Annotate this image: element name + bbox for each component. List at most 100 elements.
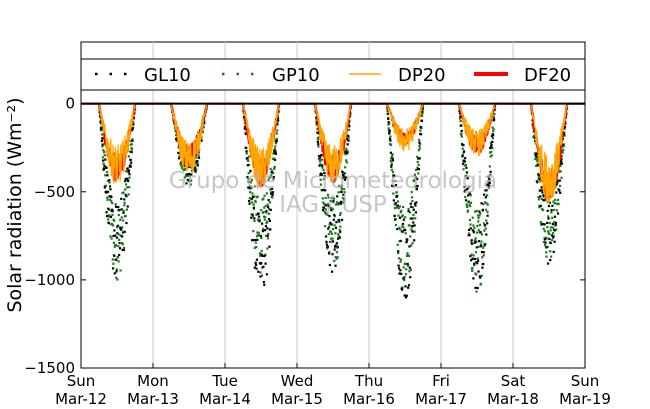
gp10-point xyxy=(464,195,467,199)
gp10-point xyxy=(556,198,560,202)
gp10-point xyxy=(396,200,399,203)
gp10-point xyxy=(250,178,253,182)
gl10-point xyxy=(331,253,334,256)
gl10-point xyxy=(257,212,260,215)
gl10-point xyxy=(188,172,191,176)
gl10-point xyxy=(485,233,488,236)
gl10-point xyxy=(406,238,409,241)
gl10-point xyxy=(392,199,395,202)
gl10-point xyxy=(337,218,341,222)
gl10-point xyxy=(410,217,413,220)
gp10-point xyxy=(113,219,116,222)
gp10-point xyxy=(338,220,341,224)
gp10-point xyxy=(260,249,263,253)
gl10-point xyxy=(336,195,339,198)
gl10-point xyxy=(328,214,331,218)
gp10-point xyxy=(121,243,124,246)
gl10-point xyxy=(341,170,344,174)
gp10-point xyxy=(263,206,266,209)
gp10-point xyxy=(182,161,186,164)
gp10-point xyxy=(185,174,189,178)
gl10-point xyxy=(475,261,478,264)
gl10-point xyxy=(263,254,266,257)
gp10-point xyxy=(394,180,397,183)
gp10-point xyxy=(259,254,262,257)
gl10-point xyxy=(103,186,106,189)
gl10-point xyxy=(103,164,106,167)
gp10-point xyxy=(249,191,252,194)
gl10-point xyxy=(421,107,424,110)
gl10-point xyxy=(485,183,488,187)
gp10-point xyxy=(273,147,277,151)
gp10-point xyxy=(339,225,342,228)
gl10-point xyxy=(346,152,349,155)
gp10-point xyxy=(331,237,334,240)
gl10-point xyxy=(464,157,467,160)
gp10-point xyxy=(326,247,329,250)
gp10-point xyxy=(493,112,496,116)
gp10-point xyxy=(345,147,348,150)
gl10-point xyxy=(265,273,268,276)
gp10-point xyxy=(491,137,495,140)
gl10-point xyxy=(322,206,325,209)
gp10-point xyxy=(387,127,390,130)
gl10-point xyxy=(388,129,391,133)
gl10-point xyxy=(340,200,343,203)
gp10-point xyxy=(490,150,493,153)
gp10-point xyxy=(114,203,117,206)
gp10-point xyxy=(480,240,483,243)
gp10-point xyxy=(325,212,329,215)
gl10-point xyxy=(273,158,277,161)
gl10-point xyxy=(476,286,479,290)
gp10-point xyxy=(178,155,181,158)
gp10-point xyxy=(333,224,336,227)
gl10-point xyxy=(258,262,262,265)
gp10-point xyxy=(416,155,419,158)
gp10-point xyxy=(535,164,538,167)
gp10-point xyxy=(119,218,122,222)
gl10-point xyxy=(101,143,104,146)
gp10-point xyxy=(275,132,279,135)
gl10-point xyxy=(109,188,112,191)
gp10-point xyxy=(546,225,549,229)
gp10-point xyxy=(104,184,107,187)
gp10-point xyxy=(336,203,340,206)
gl10-point xyxy=(341,173,344,176)
gp10-point xyxy=(540,222,543,225)
gp10-point xyxy=(344,159,348,162)
gp10-point xyxy=(332,228,335,231)
gp10-point xyxy=(249,181,253,184)
gl10-point xyxy=(321,209,325,212)
gp10-point xyxy=(264,215,267,219)
gp10-point xyxy=(330,232,334,235)
gl10-point xyxy=(256,238,259,241)
gp10-point xyxy=(343,177,346,180)
grid-lines xyxy=(152,42,514,368)
gp10-point xyxy=(333,259,336,263)
gl10-point xyxy=(539,204,542,208)
gp10-point xyxy=(482,246,485,249)
gl10-point xyxy=(413,202,417,205)
gl10-point xyxy=(390,165,393,168)
gp10-point xyxy=(247,177,250,181)
gp10-point xyxy=(258,218,261,221)
gp10-point xyxy=(190,179,193,182)
gp10-point xyxy=(490,154,493,157)
gl10-point xyxy=(556,212,560,215)
gp10-point xyxy=(129,163,132,166)
gp10-point xyxy=(532,135,535,139)
gp10-point xyxy=(479,282,482,285)
gl10-point xyxy=(130,151,133,154)
gp10-point xyxy=(247,159,250,163)
gp10-point xyxy=(129,143,132,146)
gl10-point xyxy=(324,235,328,238)
gp10-point xyxy=(116,278,119,281)
gp10-point xyxy=(130,143,133,146)
gl10-point xyxy=(483,193,486,196)
gl10-point xyxy=(547,217,550,220)
gp10-point xyxy=(328,223,331,226)
gl10-point xyxy=(271,191,275,194)
gp10-point xyxy=(183,176,186,179)
gl10-point xyxy=(554,221,557,225)
gp10-point xyxy=(123,204,126,207)
